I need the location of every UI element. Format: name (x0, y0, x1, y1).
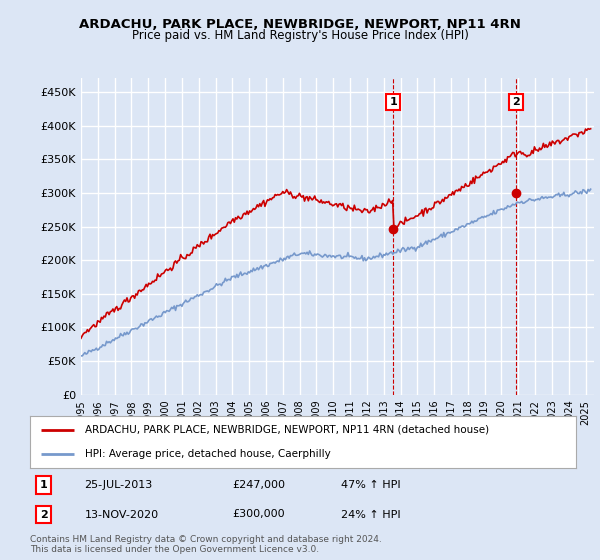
Text: ARDACHU, PARK PLACE, NEWBRIDGE, NEWPORT, NP11 4RN (detached house): ARDACHU, PARK PLACE, NEWBRIDGE, NEWPORT,… (85, 425, 489, 435)
Text: 25-JUL-2013: 25-JUL-2013 (85, 480, 153, 490)
Text: £247,000: £247,000 (232, 480, 285, 490)
Text: 24% ↑ HPI: 24% ↑ HPI (341, 510, 401, 520)
Text: HPI: Average price, detached house, Caerphilly: HPI: Average price, detached house, Caer… (85, 449, 331, 459)
Text: 47% ↑ HPI: 47% ↑ HPI (341, 480, 401, 490)
Text: 13-NOV-2020: 13-NOV-2020 (85, 510, 159, 520)
Text: 1: 1 (40, 480, 47, 490)
Text: Contains HM Land Registry data © Crown copyright and database right 2024.
This d: Contains HM Land Registry data © Crown c… (30, 535, 382, 554)
Text: ARDACHU, PARK PLACE, NEWBRIDGE, NEWPORT, NP11 4RN: ARDACHU, PARK PLACE, NEWBRIDGE, NEWPORT,… (79, 18, 521, 31)
Text: £300,000: £300,000 (232, 510, 284, 520)
Text: 2: 2 (40, 510, 47, 520)
Text: 1: 1 (389, 97, 397, 107)
Text: Price paid vs. HM Land Registry's House Price Index (HPI): Price paid vs. HM Land Registry's House … (131, 29, 469, 42)
Text: 2: 2 (512, 97, 520, 107)
